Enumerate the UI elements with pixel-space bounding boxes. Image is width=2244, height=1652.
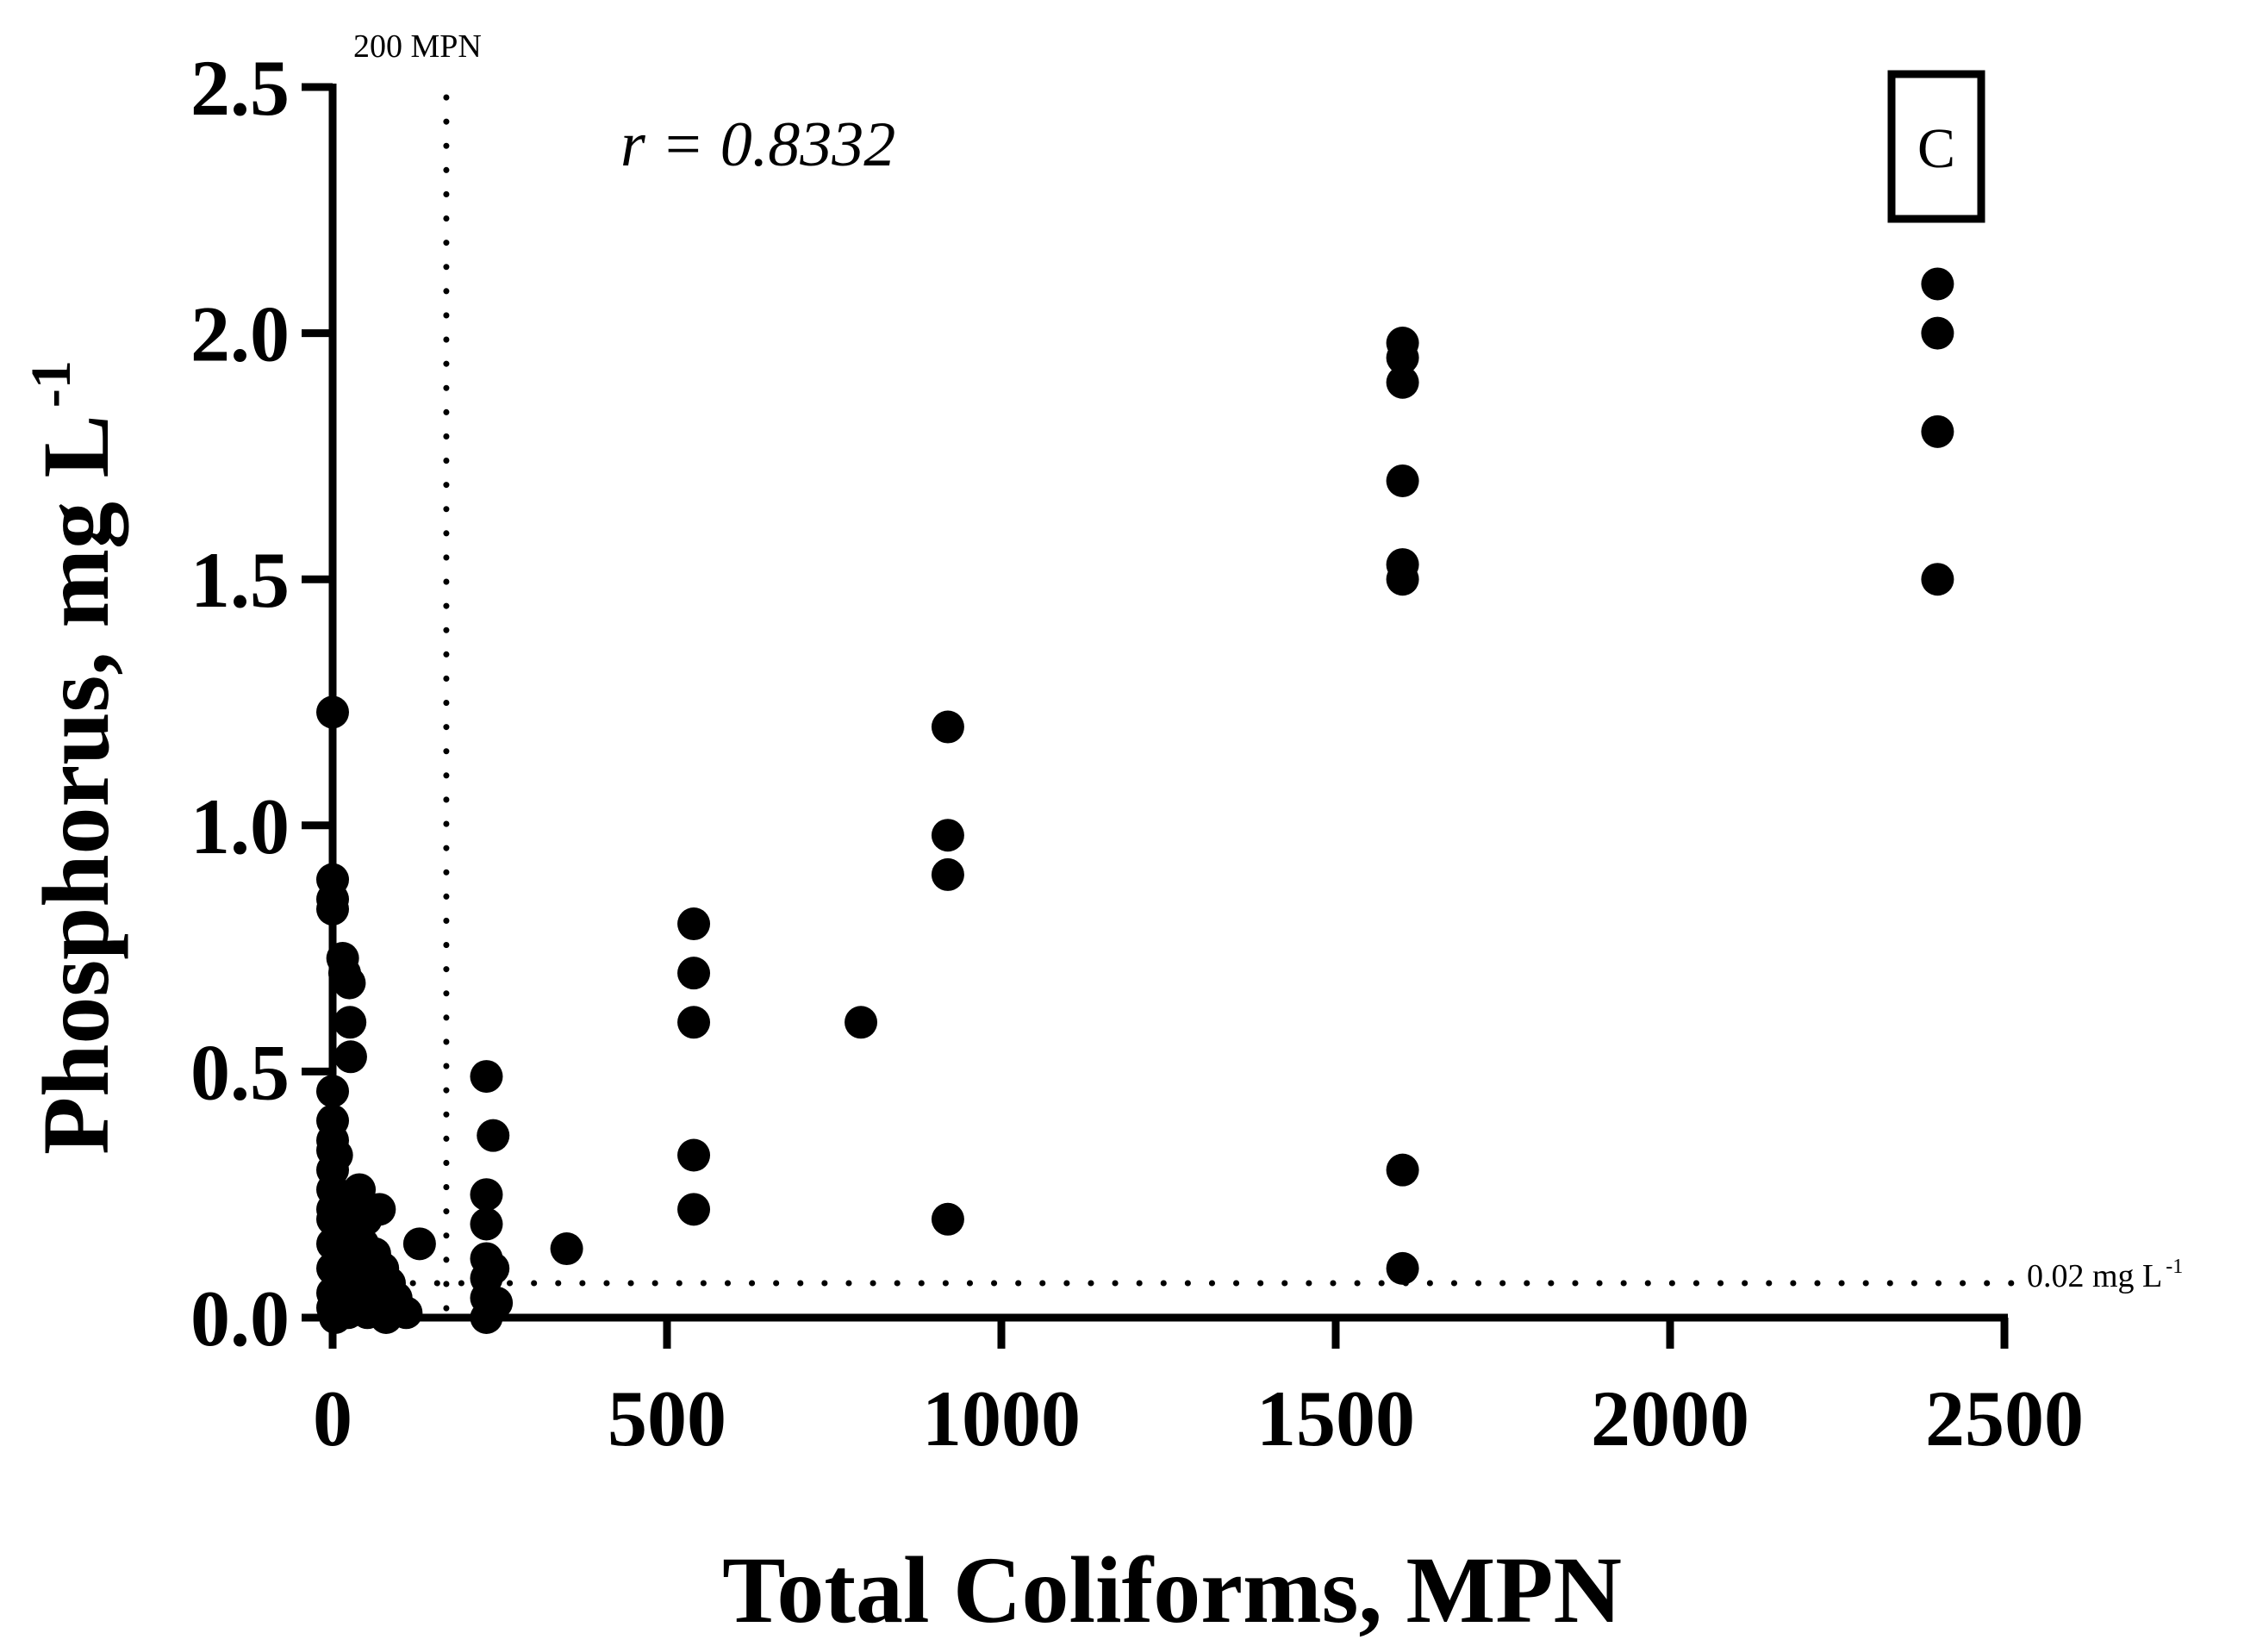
data-point (333, 966, 366, 1000)
x-tick-label: 2000 (1591, 1375, 1749, 1462)
y-ticks: 0.0 0.5 1.0 1.5 2.0 2.5 (190, 44, 333, 1362)
data-point (845, 1006, 878, 1039)
data-point (470, 1207, 503, 1241)
horizontal-reference-label-main: 0.02 mg L (2027, 1258, 2162, 1294)
x-axis-title: Total Coliforms, MPN (722, 1537, 1622, 1643)
y-tick-label: 2.0 (190, 290, 290, 378)
data-point (1386, 1251, 1419, 1285)
x-ticks: 0 500 1000 1500 2000 2500 (313, 1318, 2084, 1462)
y-tick-label: 2.5 (190, 44, 290, 132)
data-point (931, 1202, 964, 1236)
y-tick-label: 1.5 (190, 536, 290, 624)
data-point (677, 957, 711, 990)
data-point (1386, 563, 1419, 596)
x-tick-label: 0 (313, 1375, 352, 1462)
x-tick-label: 1500 (1256, 1375, 1415, 1462)
data-point (333, 1006, 367, 1039)
y-tick-label: 0.5 (190, 1028, 290, 1116)
data-point (320, 1138, 353, 1172)
y-axis-title: Phosphorus, mg L -1 (20, 360, 128, 1155)
y-tick-label: 1.0 (190, 782, 290, 870)
data-points (316, 267, 1954, 1334)
data-point (470, 1060, 503, 1094)
data-point (1386, 464, 1419, 497)
data-point (477, 1251, 510, 1285)
data-point (931, 819, 964, 852)
data-point (343, 1173, 377, 1206)
y-tick-label: 0.0 (190, 1275, 290, 1362)
data-point (480, 1286, 514, 1319)
data-point (677, 1138, 711, 1172)
data-point (470, 1178, 503, 1212)
data-point (1921, 563, 1954, 596)
data-point (1921, 316, 1954, 350)
y-axis-title-main: Phosphorus, mg L (23, 415, 128, 1155)
data-point (677, 1006, 711, 1039)
axes (328, 84, 2008, 1322)
data-point (390, 1296, 423, 1330)
panel-label: C (1917, 117, 1955, 180)
data-point (1386, 365, 1419, 399)
reference-lines (409, 94, 2025, 1314)
y-axis-title-superscript: -1 (20, 360, 83, 408)
data-point (1921, 267, 1954, 301)
data-point (931, 857, 964, 891)
horizontal-reference-label: 0.02 mg L -1 (2027, 1256, 2183, 1294)
x-tick-label: 1000 (922, 1375, 1081, 1462)
data-point (363, 1193, 396, 1226)
x-tick-label: 500 (608, 1375, 726, 1462)
panel-label-box (1887, 70, 1985, 223)
data-point (931, 710, 964, 744)
data-point (333, 1040, 367, 1074)
x-tick-label: 2500 (1925, 1375, 2084, 1462)
data-point (1921, 415, 1954, 448)
data-point (677, 907, 711, 941)
correlation-annotation: r = 0.8332 (620, 109, 895, 180)
data-point (550, 1232, 583, 1266)
vertical-reference-label: 200 MPN (353, 28, 482, 65)
data-point (477, 1119, 510, 1152)
data-point (677, 1193, 711, 1226)
data-point (1386, 341, 1419, 375)
horizontal-reference-label-superscript: -1 (2166, 1256, 2183, 1278)
data-point (1386, 1153, 1419, 1187)
data-point (402, 1227, 436, 1261)
